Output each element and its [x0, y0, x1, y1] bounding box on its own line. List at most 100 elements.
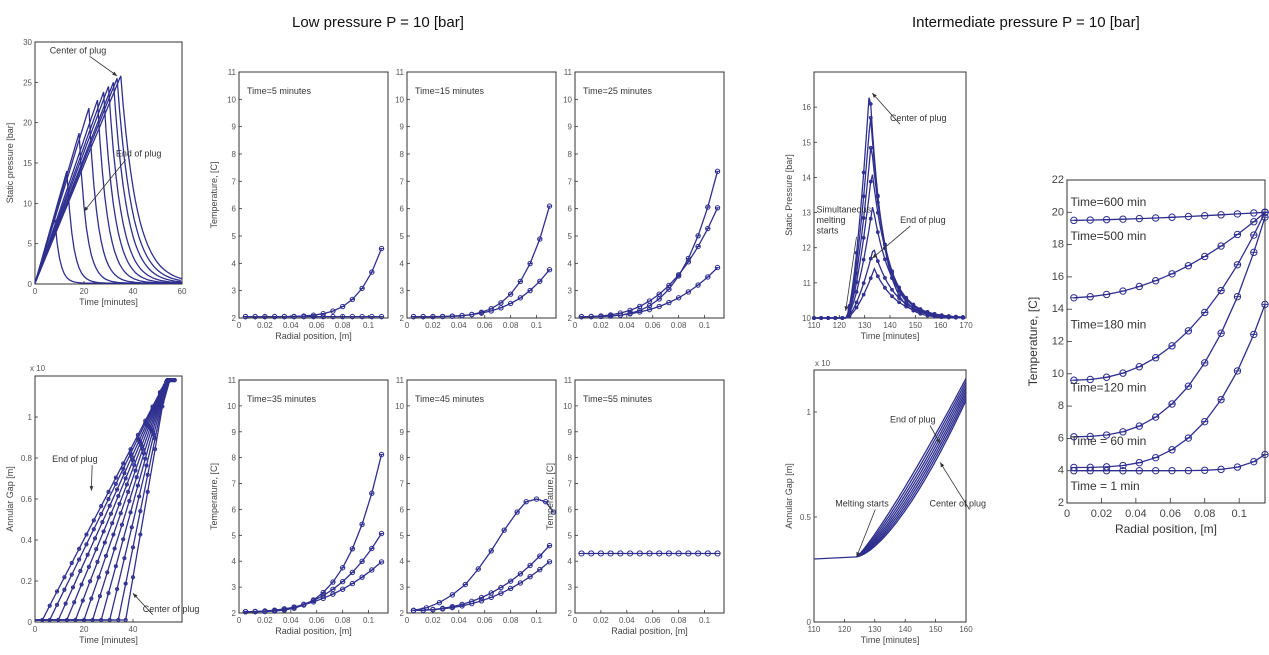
chart-t4: 0 0.02 0.04 0.06 0.08 0.1 2 3 4 5 6 7 8 9 10 11 Radial p… [209, 376, 389, 636]
y-tick-label: 0.5 [800, 513, 812, 522]
y-tick-label: 6 [568, 505, 573, 514]
x-tick-label: 60 [178, 287, 187, 296]
gap-curve-7 [856, 400, 967, 558]
y-tick-label: 11 [803, 279, 812, 288]
y-tick-label: 5 [568, 232, 573, 241]
y-tick-label: 2 [568, 609, 573, 618]
y-tick-label: 4 [400, 259, 405, 268]
y-tick-label: 20 [23, 119, 32, 128]
plot-frame [238, 71, 389, 319]
annotation-label: Center of plug [50, 45, 107, 55]
y-tick-label: 5 [28, 240, 33, 249]
x-tick-label: 0.1 [699, 321, 711, 330]
annotation-arrowhead [133, 593, 138, 599]
y-tick-label: 9 [568, 428, 573, 437]
chart-t1: 0 0.02 0.04 0.06 0.08 0.1 2 3 4 5 6 7 8 9 10 11 Radial p… [209, 68, 389, 341]
x-tick-label: 0.1 [531, 616, 543, 625]
chart-t2: 0 0.02 0.04 0.06 0.08 0.1 2 3 4 5 6 7 8 9 10 11 Time=15 … [395, 68, 557, 330]
y-tick-label: 8 [568, 454, 573, 463]
series-line-1 [1073, 211, 1266, 299]
annotation-label: Center of plug [930, 499, 987, 509]
y-tick-label: 7 [568, 177, 573, 186]
pressure-curve-9 [34, 75, 183, 284]
series-line-1 [245, 248, 383, 318]
x-tick-label: 0.04 [619, 321, 635, 330]
annotation-arrowhead [856, 551, 861, 557]
chart-p1: 0 20 40 60 0 5 10 15 20 25 30 Time [minutes] Static … [5, 38, 187, 307]
y-tick-label: 4 [400, 557, 405, 566]
y-axis-label: Temperature, [C] [209, 161, 219, 228]
panel-title: Time=5 minutes [247, 86, 311, 96]
x-tick-label: 0 [237, 616, 242, 625]
x-tick-label: 0.08 [671, 616, 687, 625]
annotation-arrowhead [936, 438, 941, 444]
y-axis-label: Temperature, [C] [545, 463, 555, 530]
x-tick-label: 0.02 [593, 321, 609, 330]
y-tick-label: 0.4 [21, 536, 33, 545]
series-label: Time=120 min [1070, 381, 1146, 395]
annotation-arrowhead [872, 253, 878, 259]
x-axis-label: Radial position, [m] [611, 626, 688, 636]
panel-title: Time=35 minutes [247, 394, 316, 404]
annotation-label: Simultaneous [817, 205, 872, 215]
y-tick-label: 10 [227, 95, 236, 104]
gap-curve-3 [35, 379, 171, 621]
y-tick-label: 10 [395, 95, 404, 104]
header-low-pressure: Low pressure P = 10 [bar] [292, 14, 464, 31]
y-tick-label: 1 [28, 413, 33, 422]
y-axis-label: Temperature, [C] [1026, 297, 1040, 386]
y-tick-label: 4 [232, 259, 237, 268]
x-tick-label: 160 [959, 625, 973, 634]
y-tick-label: 3 [568, 287, 573, 296]
series-line-peaked [413, 498, 554, 612]
y-tick-label: 5 [232, 531, 237, 540]
y-tick-label: 10 [227, 402, 236, 411]
y-tick-label: 0 [807, 618, 812, 627]
y-axis-label: Temperature, [C] [209, 463, 219, 530]
series-line-2 [245, 454, 383, 613]
x-tick-label: 0.04 [619, 616, 635, 625]
gap-curve-5 [35, 379, 173, 621]
y-tick-label: 13 [802, 209, 811, 218]
x-tick-label: 0.08 [671, 321, 687, 330]
gap-curve-10 [35, 379, 171, 621]
y-tick-label: 6 [568, 205, 573, 214]
y-tick-label: 15 [802, 138, 811, 147]
chart-t3: 0 0.02 0.04 0.06 0.08 0.1 2 3 4 5 6 7 8 9 10 11 Time=25 … [563, 68, 725, 330]
y-axis-label: Annular Gap [m] [5, 466, 15, 532]
x-tick-label: 0.04 [1125, 508, 1146, 520]
y-tick-label: 4 [1058, 465, 1064, 477]
y-tick-label: 11 [396, 68, 405, 77]
y-tick-label: 14 [1052, 303, 1064, 315]
x-tick-label: 0.08 [503, 321, 519, 330]
y-tick-label: 6 [232, 505, 237, 514]
x-tick-label: 110 [808, 321, 821, 330]
x-axis-label: Time [minutes] [861, 635, 920, 645]
y-tick-label: 7 [400, 480, 405, 489]
y-tick-label: 5 [232, 232, 237, 241]
y-tick-label: 9 [232, 123, 237, 132]
x-tick-label: 0.06 [477, 616, 493, 625]
gap-curve-8 [35, 379, 170, 621]
chart-p2: 110 120 130 140 150 160 170 10 11 12 13 14 15 16 Time … [784, 71, 973, 341]
x-axis-label: Time [minutes] [79, 297, 138, 307]
plot-frame [574, 379, 725, 614]
y-tick-label: 3 [232, 287, 237, 296]
series-label: Time=600 min [1070, 195, 1146, 209]
pressure-curve-6 [814, 267, 965, 319]
series-label: Time=180 min [1070, 318, 1146, 332]
series-label: Time = 1 min [1070, 479, 1139, 493]
annotation-label: Melting starts [835, 499, 889, 509]
y-tick-label: 3 [400, 583, 405, 592]
x-tick-label: 150 [929, 625, 943, 634]
plot-frame [406, 379, 557, 614]
chart-big: 0 0.02 0.04 0.06 0.08 0.1 2 4 6 8 10 12 14 16 18 20 22 Ra… [1026, 174, 1269, 536]
y-tick-label: 2 [232, 609, 237, 618]
x-tick-label: 0.06 [477, 321, 493, 330]
x-tick-label: 0.04 [451, 321, 467, 330]
annotation-arrowhead [844, 306, 849, 311]
series-label: Time = 60 min [1070, 434, 1146, 448]
pressure-curve-4 [34, 99, 181, 284]
y-tick-label: 11 [228, 376, 237, 385]
